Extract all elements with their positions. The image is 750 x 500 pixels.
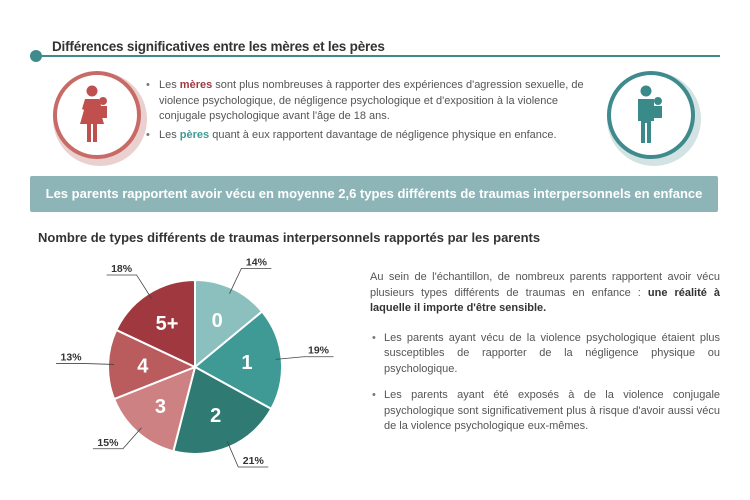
slice-percent-label: 21% — [243, 455, 265, 467]
finding-bullet: Les parents ayant vécu de la violence ps… — [370, 331, 720, 378]
bullet-text: sont plus nombreuses à rapporter des exp… — [159, 79, 584, 122]
finding-bullet: Les parents ayant été exposés à de la vi… — [370, 388, 720, 435]
header-divider — [36, 55, 720, 57]
intro-paragraph: Au sein de l'échantillon, de nombreux pa… — [370, 270, 720, 317]
leader-line — [229, 267, 272, 294]
mother-with-child-icon — [80, 85, 107, 142]
key-finding-banner: Les parents rapportent avoir vécu en moy… — [30, 176, 718, 212]
slice-category-label: 5+ — [156, 313, 179, 335]
slice-category-label: 1 — [241, 352, 252, 374]
father-icon-circle — [607, 71, 695, 159]
bullet-text: quant à eux rapportent davantage de négl… — [209, 128, 557, 141]
pie-chart: 0 14% 1 19% 2 21% 3 15% 4 13% 5+ 18% — [56, 256, 334, 468]
slice-category-label: 4 — [137, 355, 149, 377]
section-title: Différences significatives entre les mèr… — [52, 39, 385, 54]
leader-line — [226, 441, 269, 468]
parent-differences-list: Les mères sont plus nombreuses à rapport… — [146, 78, 596, 146]
bullet-prefix: Les — [159, 79, 180, 91]
intro-text: Au sein de l'échantillon, de nombreux pa… — [370, 271, 720, 299]
fathers-highlight: pères — [179, 128, 210, 141]
slice-percent-label: 13% — [61, 352, 83, 364]
bullet-prefix: Les — [159, 128, 180, 141]
slice-percent-label: 18% — [111, 263, 133, 275]
slice-percent-label: 19% — [308, 345, 330, 357]
slice-category-label: 2 — [210, 405, 221, 427]
mothers-bullet: Les mères sont plus nombreuses à rapport… — [146, 78, 596, 125]
mother-icon-circle — [53, 71, 141, 159]
findings-text: Au sein de l'échantillon, de nombreux pa… — [370, 270, 720, 446]
slice-category-label: 3 — [155, 396, 166, 418]
intro-bold-text: une réalité à laquelle il importe d'être… — [370, 286, 721, 315]
slice-percent-label: 14% — [246, 256, 268, 268]
fathers-bullet: Les pères quant à eux rapportent davanta… — [146, 128, 596, 144]
slice-category-label: 0 — [212, 310, 223, 332]
slice-percent-label: 15% — [97, 437, 119, 449]
leader-line — [56, 363, 115, 365]
mothers-highlight: mères — [179, 79, 213, 91]
leader-line — [106, 274, 152, 299]
leader-line — [92, 427, 142, 450]
leader-line — [275, 356, 334, 360]
father-with-child-icon — [638, 85, 662, 143]
chart-title: Nombre de types différents de traumas in… — [38, 230, 541, 245]
